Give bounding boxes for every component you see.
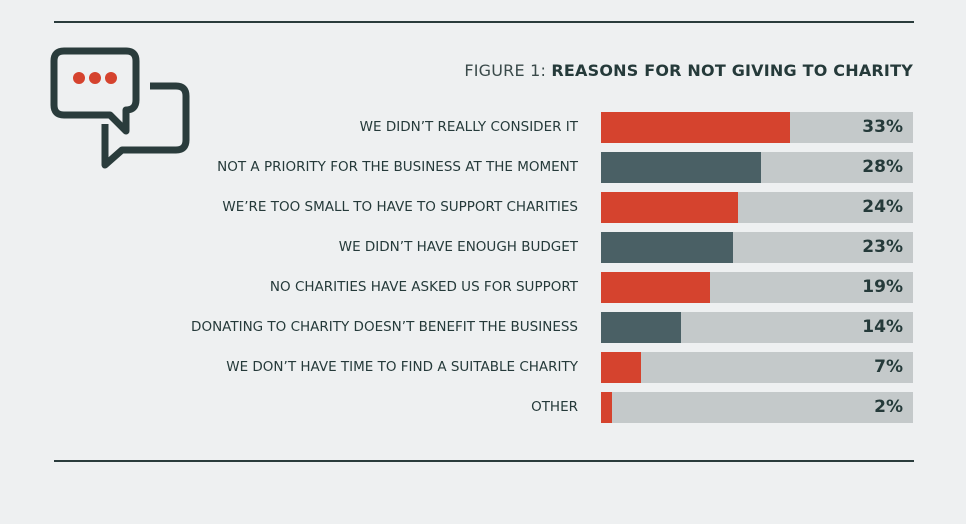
bar — [601, 392, 613, 423]
category-label: DONATING TO CHARITY DOESN’T BENEFIT THE … — [191, 319, 578, 335]
data-label: 19% — [862, 277, 903, 297]
category-label: OTHER — [531, 399, 578, 415]
category-label: WE DIDN’T REALLY CONSIDER IT — [359, 119, 578, 135]
chart-title: FIGURE 1: REASONS FOR NOT GIVING TO CHAR… — [464, 61, 913, 80]
bar — [601, 112, 790, 143]
category-label: WE DIDN’T HAVE ENOUGH BUDGET — [338, 239, 578, 255]
category-label: WE DON’T HAVE TIME TO FIND A SUITABLE CH… — [226, 359, 578, 375]
title-prefix: FIGURE 1: — [464, 61, 547, 80]
bar — [601, 192, 739, 223]
data-label: 7% — [874, 357, 903, 377]
data-label: 33% — [862, 117, 903, 137]
bar — [601, 152, 762, 183]
data-label: 14% — [862, 317, 903, 337]
bar-track: 24% — [601, 192, 913, 223]
bottom-rule — [54, 460, 914, 462]
data-label: 24% — [862, 197, 903, 217]
bar — [601, 232, 733, 263]
speech-bubbles-icon — [50, 47, 190, 169]
data-label: 2% — [874, 397, 903, 417]
bar-track: 7% — [601, 352, 913, 383]
top-rule — [54, 21, 914, 23]
bar — [601, 352, 642, 383]
bar-track: 2% — [601, 392, 913, 423]
category-label: NOT A PRIORITY FOR THE BUSINESS AT THE M… — [217, 159, 578, 175]
bar-track: 33% — [601, 112, 913, 143]
bar-track: 28% — [601, 152, 913, 183]
bar-track: 19% — [601, 272, 913, 303]
bar-track: 23% — [601, 232, 913, 263]
bar — [601, 272, 710, 303]
category-label: WE’RE TOO SMALL TO HAVE TO SUPPORT CHARI… — [222, 199, 578, 215]
bar-track: 14% — [601, 312, 913, 343]
data-label: 23% — [862, 237, 903, 257]
data-label: 28% — [862, 157, 903, 177]
title-text: REASONS FOR NOT GIVING TO CHARITY — [551, 61, 913, 80]
category-label: NO CHARITIES HAVE ASKED US FOR SUPPORT — [269, 279, 578, 295]
bar — [601, 312, 682, 343]
